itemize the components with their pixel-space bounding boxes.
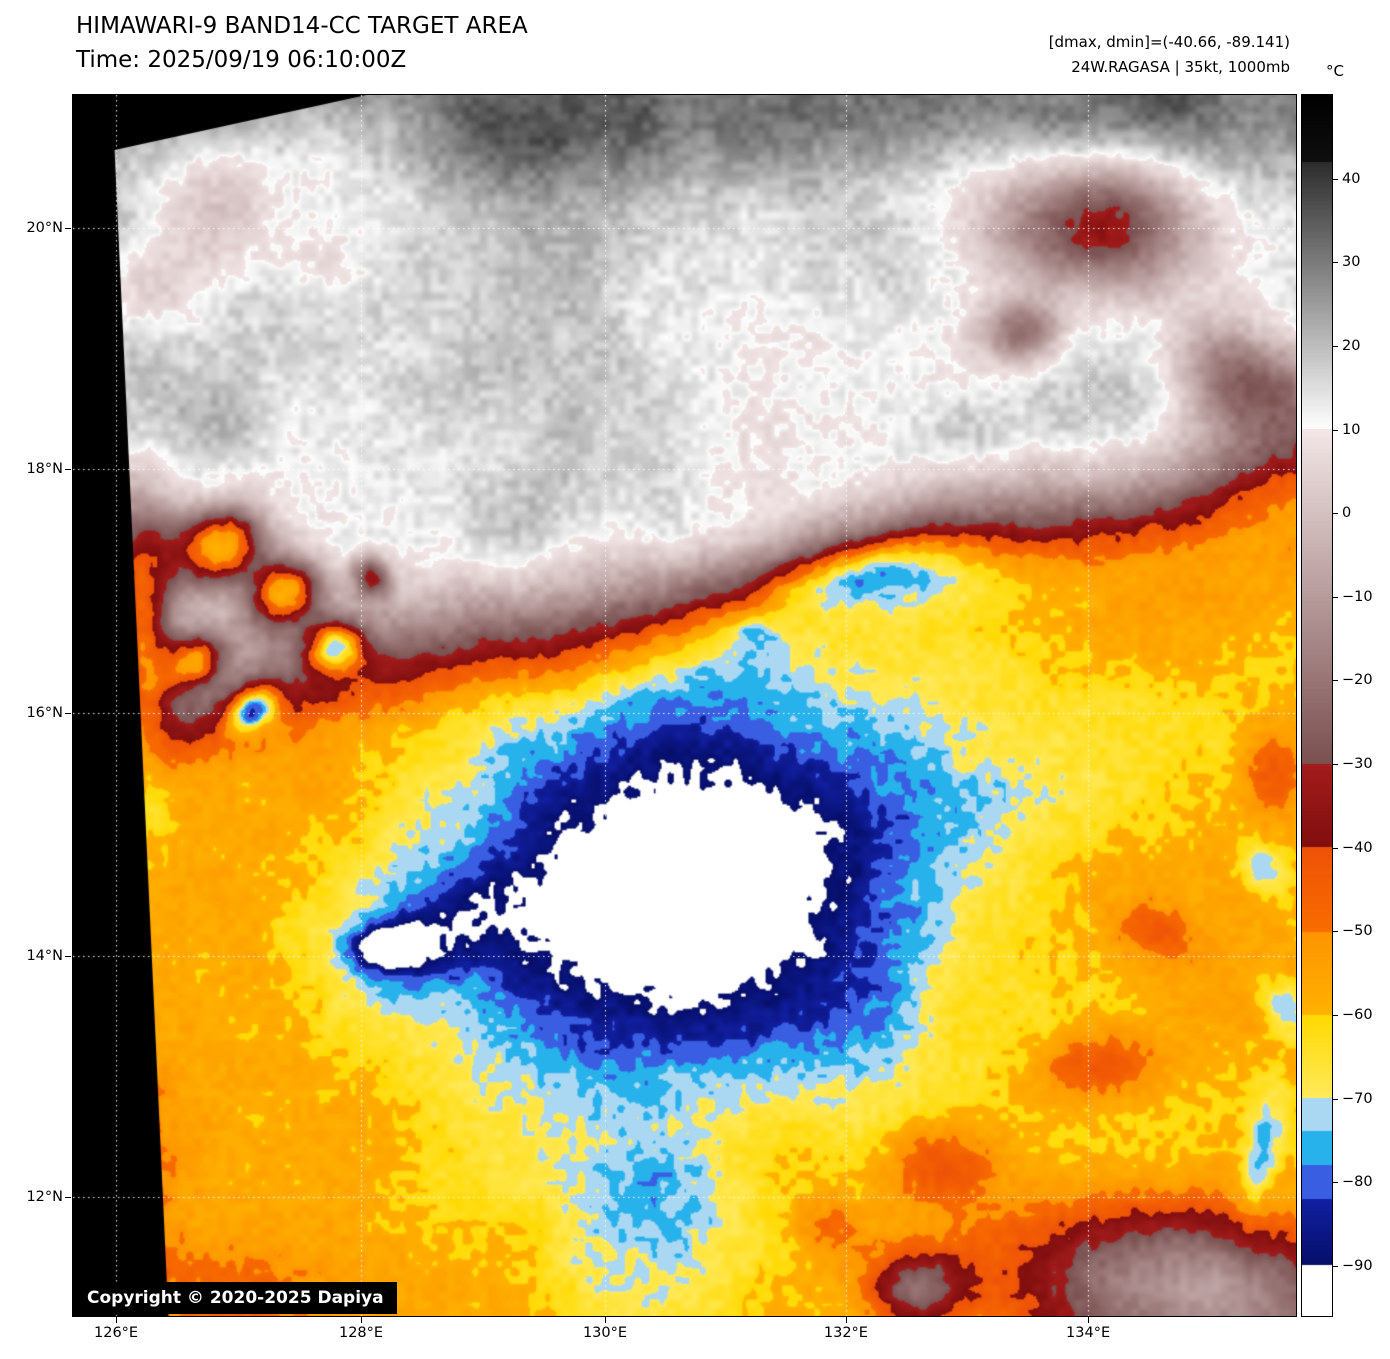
colorbar-tick-mark xyxy=(1333,680,1338,682)
colorbar-tick-mark xyxy=(1333,1014,1338,1016)
colorbar-tick-label: 20 xyxy=(1342,337,1361,354)
lon-tick-label: 126°E xyxy=(94,1325,139,1341)
colorbar-tick-mark xyxy=(1333,513,1338,515)
lon-tick-label: 130°E xyxy=(582,1325,628,1341)
colorbar-tick-mark xyxy=(1333,596,1338,598)
colorbar-canvas xyxy=(1302,95,1332,1316)
colorbar-tick-mark xyxy=(1333,847,1338,849)
storm-info-label: 24W.RAGASA | 35kt, 1000mb xyxy=(1071,57,1290,76)
colorbar-tick-label: −60 xyxy=(1342,1006,1373,1023)
lat-tick-mark xyxy=(65,712,71,714)
colorbar-tick-mark xyxy=(1333,178,1338,180)
chart-title: HIMAWARI-9 BAND14-CC TARGET AREA xyxy=(76,13,528,39)
colorbar-tick-label: −80 xyxy=(1342,1174,1373,1191)
satellite-canvas xyxy=(73,95,1296,1316)
colorbar xyxy=(1301,94,1333,1317)
colorbar-tick-label: −40 xyxy=(1342,839,1373,856)
lat-tick-label: 20°N xyxy=(26,220,63,237)
colorbar-tick-mark xyxy=(1333,1265,1338,1267)
lon-tick-mark xyxy=(1088,1317,1090,1323)
lon-tick-label: 128°E xyxy=(338,1325,384,1341)
lon-tick-label: 132°E xyxy=(823,1325,868,1341)
lat-tick-label: 12°N xyxy=(26,1188,63,1205)
lat-tick-mark xyxy=(65,228,71,230)
lon-tick-mark xyxy=(116,1317,118,1323)
colorbar-tick-mark xyxy=(1333,1098,1338,1100)
copyright-badge: Copyright © 2020-2025 Dapiya xyxy=(74,1282,397,1314)
colorbar-tick-label: 30 xyxy=(1342,254,1361,271)
colorbar-tick-mark xyxy=(1333,262,1338,264)
map-plot-area: Copyright © 2020-2025 Dapiya xyxy=(72,94,1297,1317)
colorbar-unit-label: °C xyxy=(1326,62,1344,80)
colorbar-tick-label: 0 xyxy=(1342,505,1352,522)
dmax-dmin-label: [dmax, dmin]=(-40.66, -89.141) xyxy=(1048,33,1290,51)
lat-tick-mark xyxy=(65,1196,71,1198)
header-annotations: [dmax, dmin]=(-40.66, -89.141) 24W.RAGAS… xyxy=(1049,30,1290,80)
colorbar-tick-label: −20 xyxy=(1342,672,1373,689)
lat-tick-mark xyxy=(65,468,71,470)
colorbar-tick-mark xyxy=(1333,931,1338,933)
colorbar-tick-mark xyxy=(1333,1182,1338,1184)
colorbar-tick-label: −90 xyxy=(1342,1257,1373,1274)
colorbar-tick-label: 40 xyxy=(1342,170,1361,187)
colorbar-tick-label: −30 xyxy=(1342,756,1373,773)
lat-tick-mark xyxy=(65,955,71,957)
lat-tick-label: 18°N xyxy=(26,460,63,477)
lon-tick-mark xyxy=(845,1317,847,1323)
colorbar-tick-label: −50 xyxy=(1342,923,1373,940)
lon-tick-mark xyxy=(605,1317,606,1323)
colorbar-tick-label: −10 xyxy=(1342,588,1373,605)
lon-tick-label: 134°E xyxy=(1066,1325,1111,1341)
lat-tick-label: 16°N xyxy=(26,704,63,721)
colorbar-tick-mark xyxy=(1333,429,1338,431)
lon-tick-mark xyxy=(361,1317,363,1323)
colorbar-tick-mark xyxy=(1333,345,1338,347)
colorbar-tick-label: −70 xyxy=(1342,1090,1373,1107)
lat-tick-label: 14°N xyxy=(26,947,63,964)
colorbar-tick-label: 10 xyxy=(1342,421,1361,438)
colorbar-tick-mark xyxy=(1333,764,1338,766)
time-label: Time: 2025/09/19 06:10:00Z xyxy=(76,47,407,73)
